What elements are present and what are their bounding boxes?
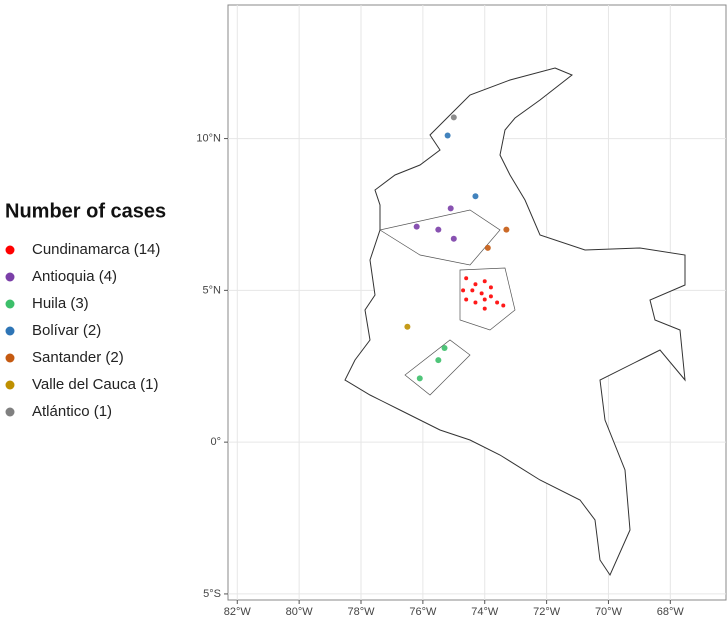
x-tick-label: 82°W: [224, 606, 252, 618]
case-point: [435, 357, 442, 364]
legend-swatch: [5, 299, 15, 309]
case-point: [482, 297, 487, 302]
y-tick-label: 5°N: [203, 284, 222, 296]
case-point: [441, 345, 448, 352]
country-outline: [344, 67, 686, 577]
legend-swatch: [5, 407, 15, 417]
legend-swatch: [5, 380, 15, 390]
case-point: [435, 226, 442, 233]
case-point: [444, 132, 451, 139]
case-point: [450, 114, 457, 121]
x-tick-label: 76°W: [409, 606, 437, 618]
case-point: [464, 276, 469, 281]
case-point: [461, 288, 466, 293]
case-point: [503, 226, 510, 233]
case-point: [470, 288, 475, 293]
x-tick-label: 72°W: [533, 606, 561, 618]
case-point: [464, 297, 469, 302]
legend-swatch: [5, 353, 15, 363]
legend-swatch: [5, 272, 15, 282]
case-point: [447, 205, 454, 212]
case-point: [413, 223, 420, 230]
case-point: [473, 282, 478, 287]
legend-label: Santander (2): [32, 349, 124, 366]
x-tick-label: 70°W: [595, 606, 623, 618]
x-tick-label: 80°W: [286, 606, 314, 618]
y-tick-label: 5°S: [203, 588, 221, 600]
legend-label: Bolívar (2): [32, 322, 101, 339]
y-tick-label: 10°N: [196, 132, 221, 144]
case-point: [488, 294, 493, 299]
case-point: [473, 300, 478, 305]
legend-label: Valle del Cauca (1): [32, 376, 158, 393]
case-point: [472, 193, 479, 200]
case-point: [488, 285, 493, 290]
legend-title: Number of cases: [5, 200, 166, 222]
case-point: [484, 244, 491, 251]
case-point: [501, 303, 506, 308]
case-point: [495, 300, 500, 305]
legend-label: Atlántico (1): [32, 403, 112, 420]
legend-swatch: [5, 245, 15, 255]
legend-swatch: [5, 326, 15, 336]
legend-label: Huila (3): [32, 295, 89, 312]
case-point: [404, 323, 411, 330]
case-point: [482, 306, 487, 311]
y-tick-label: 0°: [210, 436, 221, 448]
case-point: [482, 279, 487, 284]
case-point: [416, 375, 423, 382]
x-tick-label: 78°W: [347, 606, 375, 618]
case-point: [479, 291, 484, 296]
x-tick-label: 68°W: [657, 606, 685, 618]
legend-label: Cundinamarca (14): [32, 241, 160, 258]
x-tick-label: 74°W: [471, 606, 499, 618]
legend-label: Antioquia (4): [32, 268, 117, 285]
case-point: [450, 235, 457, 242]
